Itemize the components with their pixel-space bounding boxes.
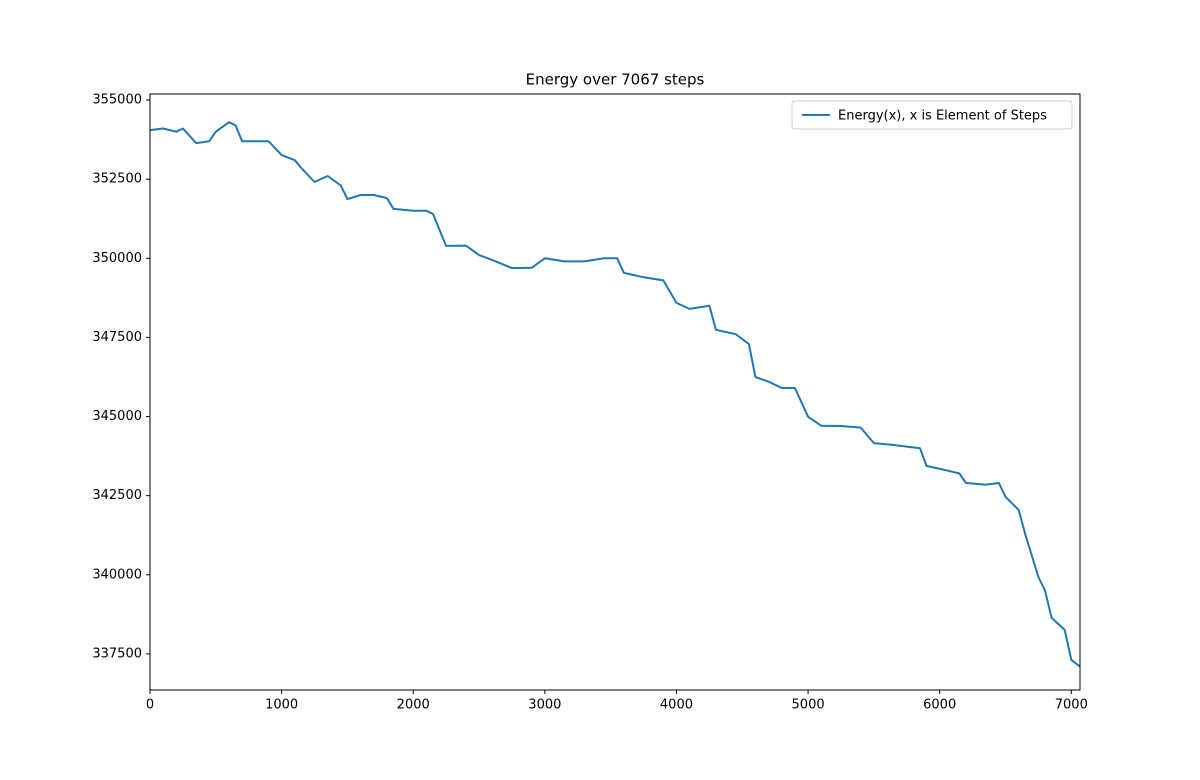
y-tick-label: 355000 [92, 93, 142, 108]
plot-frame [149, 93, 1081, 691]
y-tick-label: 340000 [92, 567, 142, 582]
y-tick-label: 337500 [92, 646, 142, 661]
x-tick-label: 5000 [792, 698, 825, 713]
y-tick-label: 350000 [92, 251, 142, 266]
y-tick-label: 352500 [92, 172, 142, 187]
x-tick-label: 6000 [923, 698, 956, 713]
x-tick-label: 3000 [528, 698, 561, 713]
x-tick-label: 0 [146, 698, 154, 713]
y-tick-label: 345000 [92, 409, 142, 424]
x-tick-label: 1000 [265, 698, 298, 713]
legend-label: Energy(x), x is Element of Steps [838, 109, 1047, 124]
line-series [149, 121, 1081, 668]
x-tick-label: 4000 [660, 698, 693, 713]
y-tick-label: 347500 [92, 330, 142, 345]
x-tick-label: 2000 [397, 698, 430, 713]
legend-box [791, 100, 1073, 130]
y-tick-label: 342500 [92, 488, 142, 503]
x-tick-label: 7000 [1055, 698, 1088, 713]
chart-title: Energy over 7067 steps [526, 71, 705, 89]
